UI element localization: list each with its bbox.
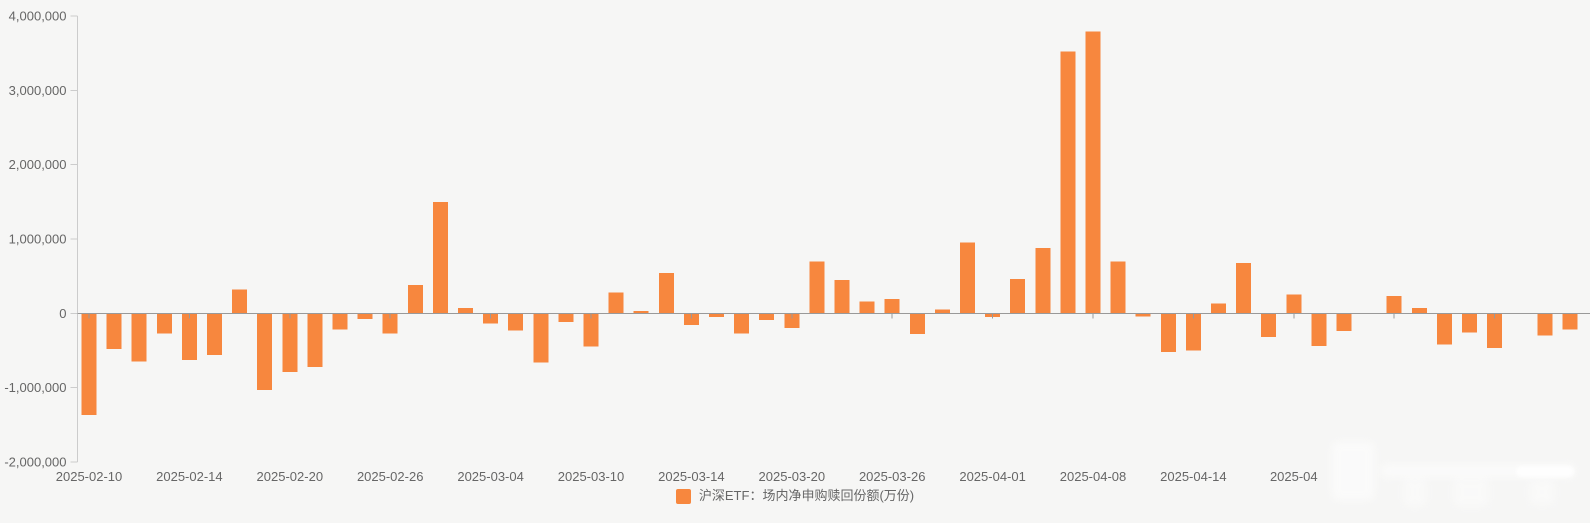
bar-2025-05-08[interactable]: [1562, 313, 1578, 330]
bar-2025-02-27[interactable]: [407, 285, 423, 314]
bar-2025-02-24[interactable]: [332, 313, 348, 330]
bar-2025-03-25[interactable]: [859, 301, 875, 314]
bar-2025-02-10[interactable]: [81, 313, 97, 416]
bar-2025-04-29[interactable]: [1462, 313, 1477, 333]
bar-2025-04-21[interactable]: [1311, 313, 1327, 346]
bar-2025-03-10[interactable]: [583, 313, 599, 347]
bar-2025-02-21[interactable]: [307, 313, 323, 367]
bar-2025-03-21[interactable]: [809, 261, 825, 314]
bar-2025-04-08[interactable]: [1085, 31, 1101, 314]
bar-2025-03-20[interactable]: [784, 313, 800, 329]
bar-2025-03-13[interactable]: [658, 273, 674, 314]
bar-2025-02-25[interactable]: [357, 313, 373, 320]
bar-2025-03-05[interactable]: [508, 313, 524, 331]
y-axis-label: 2,000,000: [9, 157, 67, 172]
legend-label: 沪深ETF：场内净申购赎回份额(万份): [698, 488, 915, 503]
y-axis-label: 3,000,000: [9, 83, 67, 98]
legend-item[interactable]: 沪深ETF：场内净申购赎回份额(万份): [0, 487, 1590, 505]
bar-2025-04-07[interactable]: [1060, 51, 1076, 314]
bar-2025-04-10[interactable]: [1135, 313, 1151, 317]
bar-2025-03-17[interactable]: [709, 313, 724, 317]
bar-2025-04-02[interactable]: [1010, 279, 1026, 314]
bar-2025-02-17[interactable]: [207, 313, 222, 355]
bar-2025-02-11[interactable]: [106, 313, 122, 349]
bar-2025-03-14[interactable]: [683, 313, 699, 326]
x-axis-label: 2025-03-14: [658, 469, 725, 484]
bar-2025-03-06[interactable]: [533, 313, 549, 363]
bar-2025-04-18[interactable]: [1286, 294, 1302, 314]
bar-2025-02-26[interactable]: [382, 313, 398, 334]
bar-2025-04-24[interactable]: [1386, 296, 1402, 314]
bar-2025-04-16[interactable]: [1236, 262, 1252, 314]
bar-2025-04-03[interactable]: [1035, 247, 1051, 314]
bar-2025-03-18[interactable]: [734, 313, 750, 334]
x-axis-label: 2025-03-20: [759, 469, 826, 484]
bar-2025-02-18[interactable]: [232, 289, 248, 314]
bar-2025-02-12[interactable]: [131, 313, 147, 362]
bar-2025-04-09[interactable]: [1110, 261, 1126, 314]
legend-marker: [675, 488, 691, 504]
x-axis-label: 2025-04-08: [1060, 469, 1127, 484]
bar-2025-03-27[interactable]: [909, 313, 925, 335]
bar-2025-03-26[interactable]: [884, 299, 900, 314]
bar-2025-05-07[interactable]: [1537, 313, 1553, 336]
y-axis-label: 1,000,000: [9, 231, 67, 246]
x-axis-label: 2025-03-04: [457, 469, 524, 484]
bar-2025-04-30[interactable]: [1487, 313, 1503, 349]
bar-2025-04-15[interactable]: [1211, 303, 1226, 314]
y-axis-label: 0: [59, 306, 66, 321]
bar-2025-03-04[interactable]: [483, 313, 499, 324]
bar-2025-03-11[interactable]: [608, 292, 624, 314]
x-axis-label: 2025-04-01: [959, 469, 1026, 484]
y-axis-label: 4,000,000: [9, 8, 67, 23]
bar-2025-04-25[interactable]: [1411, 308, 1427, 314]
x-axis-label: 2025-03-10: [558, 469, 625, 484]
bar-2025-04-11[interactable]: [1160, 313, 1176, 352]
bar-2025-04-22[interactable]: [1336, 313, 1352, 332]
x-axis-label: 2025-04-14: [1160, 469, 1227, 484]
bar-2025-04-17[interactable]: [1261, 313, 1277, 338]
y-axis-label: -2,000,000: [4, 454, 66, 469]
bar-2025-03-07[interactable]: [558, 313, 574, 323]
y-axis-label: -1,000,000: [4, 380, 66, 395]
bar-2025-04-28[interactable]: [1436, 313, 1452, 345]
bar-2025-02-28[interactable]: [432, 201, 448, 314]
bar-2025-02-20[interactable]: [282, 313, 298, 372]
x-axis-label: 2025-02-26: [357, 469, 424, 484]
bar-2025-03-12[interactable]: [633, 311, 649, 314]
bar-2025-02-13[interactable]: [156, 313, 172, 334]
x-axis-label: 2025-02-14: [156, 469, 223, 484]
x-axis-label: 2025-02-20: [257, 469, 324, 484]
bar-2025-03-19[interactable]: [759, 313, 775, 320]
bar-2025-02-19[interactable]: [257, 313, 273, 390]
x-axis-label: 2025-03-26: [859, 469, 926, 484]
bar-2025-03-28[interactable]: [934, 309, 950, 314]
x-axis-label: 2025-02-10: [56, 469, 123, 484]
bar-2025-03-03[interactable]: [458, 308, 473, 314]
bar-2025-03-24[interactable]: [834, 279, 850, 314]
x-axis-label: 2025-04: [1270, 469, 1318, 484]
bar-2025-04-14[interactable]: [1185, 313, 1201, 351]
bar-2025-03-31[interactable]: [960, 242, 975, 314]
bar-2025-02-14[interactable]: [181, 313, 197, 361]
